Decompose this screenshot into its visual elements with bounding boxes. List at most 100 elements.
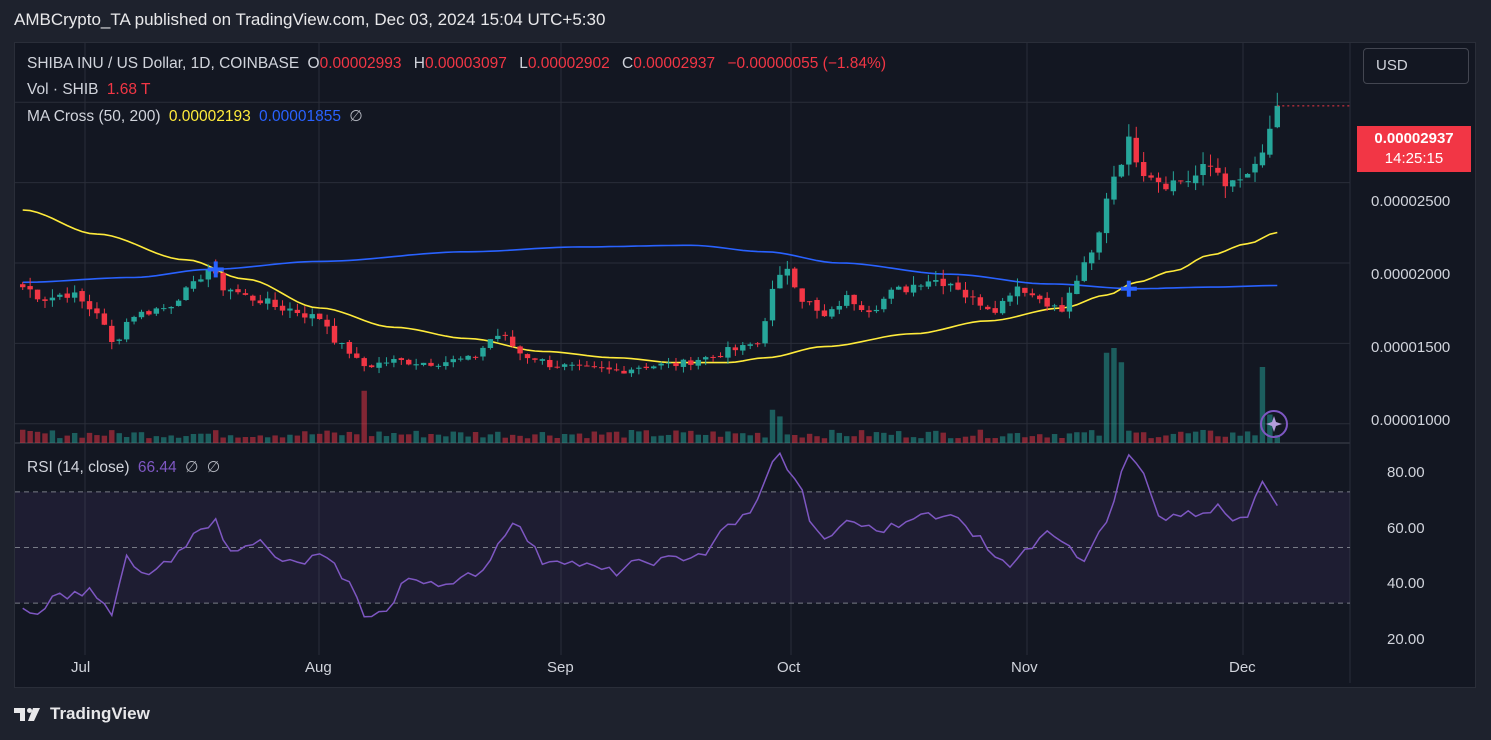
symbol-legend[interactable]: SHIBA INU / US Dollar, 1D, COINBASE O0.0…: [27, 55, 890, 73]
volume-bar: [435, 434, 442, 443]
volume-bar: [606, 432, 612, 443]
volume-bar: [599, 434, 605, 443]
volume-bar: [391, 432, 397, 443]
candle-body: [435, 365, 442, 367]
volume-bar: [1230, 432, 1236, 443]
volume-bar: [962, 436, 969, 443]
rsi-legend[interactable]: RSI (14, close) 66.44 ∅ ∅: [27, 458, 224, 477]
candle-body: [220, 272, 226, 291]
volume-bar: [153, 436, 160, 443]
volume-bar: [858, 430, 865, 443]
candle-body: [710, 356, 716, 358]
candle-body: [992, 308, 998, 313]
volume-bar: [532, 434, 538, 443]
ma-cross-marker: [207, 261, 224, 278]
volume-bar: [658, 435, 664, 443]
volume-bar: [250, 436, 256, 443]
candle-body: [101, 313, 108, 325]
volume-bar: [480, 437, 486, 443]
volume-bar: [428, 434, 434, 443]
ma-legend[interactable]: MA Cross (50, 200) 0.00002193 0.00001855…: [27, 107, 367, 126]
candle-body: [309, 314, 315, 319]
candle-body: [376, 362, 382, 368]
candle-body: [695, 359, 701, 366]
candle-body: [673, 362, 679, 367]
candle-body: [413, 364, 419, 366]
volume-bar: [227, 435, 234, 443]
candle-body: [420, 362, 427, 365]
candle-body: [161, 308, 167, 310]
volume-bar: [190, 434, 197, 443]
volume-bar: [940, 432, 946, 443]
volume-bar: [754, 432, 761, 443]
chart-canvas[interactable]: [15, 43, 1475, 687]
volume-bar: [784, 434, 791, 443]
volume-bar: [406, 434, 412, 443]
volume-bar: [123, 437, 130, 443]
volume-bar: [220, 437, 226, 443]
candle-body: [71, 292, 78, 298]
volume-bar: [450, 431, 456, 443]
rsi-value: 66.44: [137, 459, 177, 476]
candle-body: [272, 299, 278, 308]
candle-body: [940, 278, 946, 287]
candle-body: [829, 309, 835, 317]
volume-bar: [1044, 437, 1050, 443]
volume-bar: [1148, 438, 1154, 443]
volume-bar: [398, 434, 405, 443]
volume-bar: [1133, 432, 1139, 443]
chart-assistant-ring: [1260, 410, 1288, 438]
chart-frame[interactable]: SHIBA INU / US Dollar, 1D, COINBASE O0.0…: [14, 42, 1476, 688]
candle-body: [1081, 262, 1087, 281]
candle-body: [792, 268, 798, 288]
volume-bar: [86, 432, 93, 443]
candle-body: [1111, 176, 1117, 200]
candle-body: [806, 301, 813, 303]
volume-bar: [383, 436, 390, 443]
candle-body: [613, 369, 620, 371]
rsi-label: RSI (14, close): [27, 459, 130, 476]
price-axis-label: 0.00001000: [1371, 412, 1451, 429]
candle-body: [628, 369, 635, 374]
volume-bar: [101, 435, 108, 443]
candle-body: [457, 358, 464, 360]
close-label: C: [622, 55, 634, 72]
volume-bar: [168, 435, 174, 443]
volume-bar: [873, 432, 880, 443]
volume-bar: [777, 416, 783, 443]
volume-bar: [740, 433, 746, 443]
tradingview-footer[interactable]: TradingView: [14, 704, 150, 724]
volume-legend[interactable]: Vol · SHIB 1.68 T: [27, 81, 154, 99]
volume-bar: [242, 437, 249, 443]
candle-body: [123, 321, 130, 340]
candle-body: [784, 268, 791, 276]
candle-body: [851, 294, 857, 305]
candle-body: [1200, 164, 1206, 176]
volume-bar: [814, 436, 820, 443]
volume-bar: [1244, 431, 1251, 443]
rsi-axis-label: 40.00: [1387, 575, 1425, 592]
volume-bar: [138, 432, 145, 443]
candle-body: [1044, 297, 1050, 307]
volume-bar: [1037, 434, 1043, 443]
volume-bar: [272, 435, 278, 443]
candle-body: [539, 359, 546, 361]
volume-bar: [346, 431, 353, 443]
candle-body: [316, 313, 323, 320]
ma200-value: 0.00001855: [259, 108, 341, 125]
candle-body: [324, 319, 330, 327]
candle-body: [599, 367, 605, 369]
candle-body: [94, 308, 100, 314]
candle-body: [175, 300, 182, 306]
volume-bar: [547, 435, 553, 443]
candle-body: [287, 308, 293, 311]
candle-body: [740, 345, 746, 351]
volume-bar: [688, 430, 694, 443]
volume-bar: [309, 434, 315, 443]
volume-bar: [992, 438, 998, 443]
candle-body: [1007, 295, 1013, 302]
candle-body: [985, 306, 991, 310]
candle-body: [1133, 137, 1139, 163]
currency-selector[interactable]: USD: [1363, 48, 1469, 84]
candle-body: [962, 289, 969, 298]
